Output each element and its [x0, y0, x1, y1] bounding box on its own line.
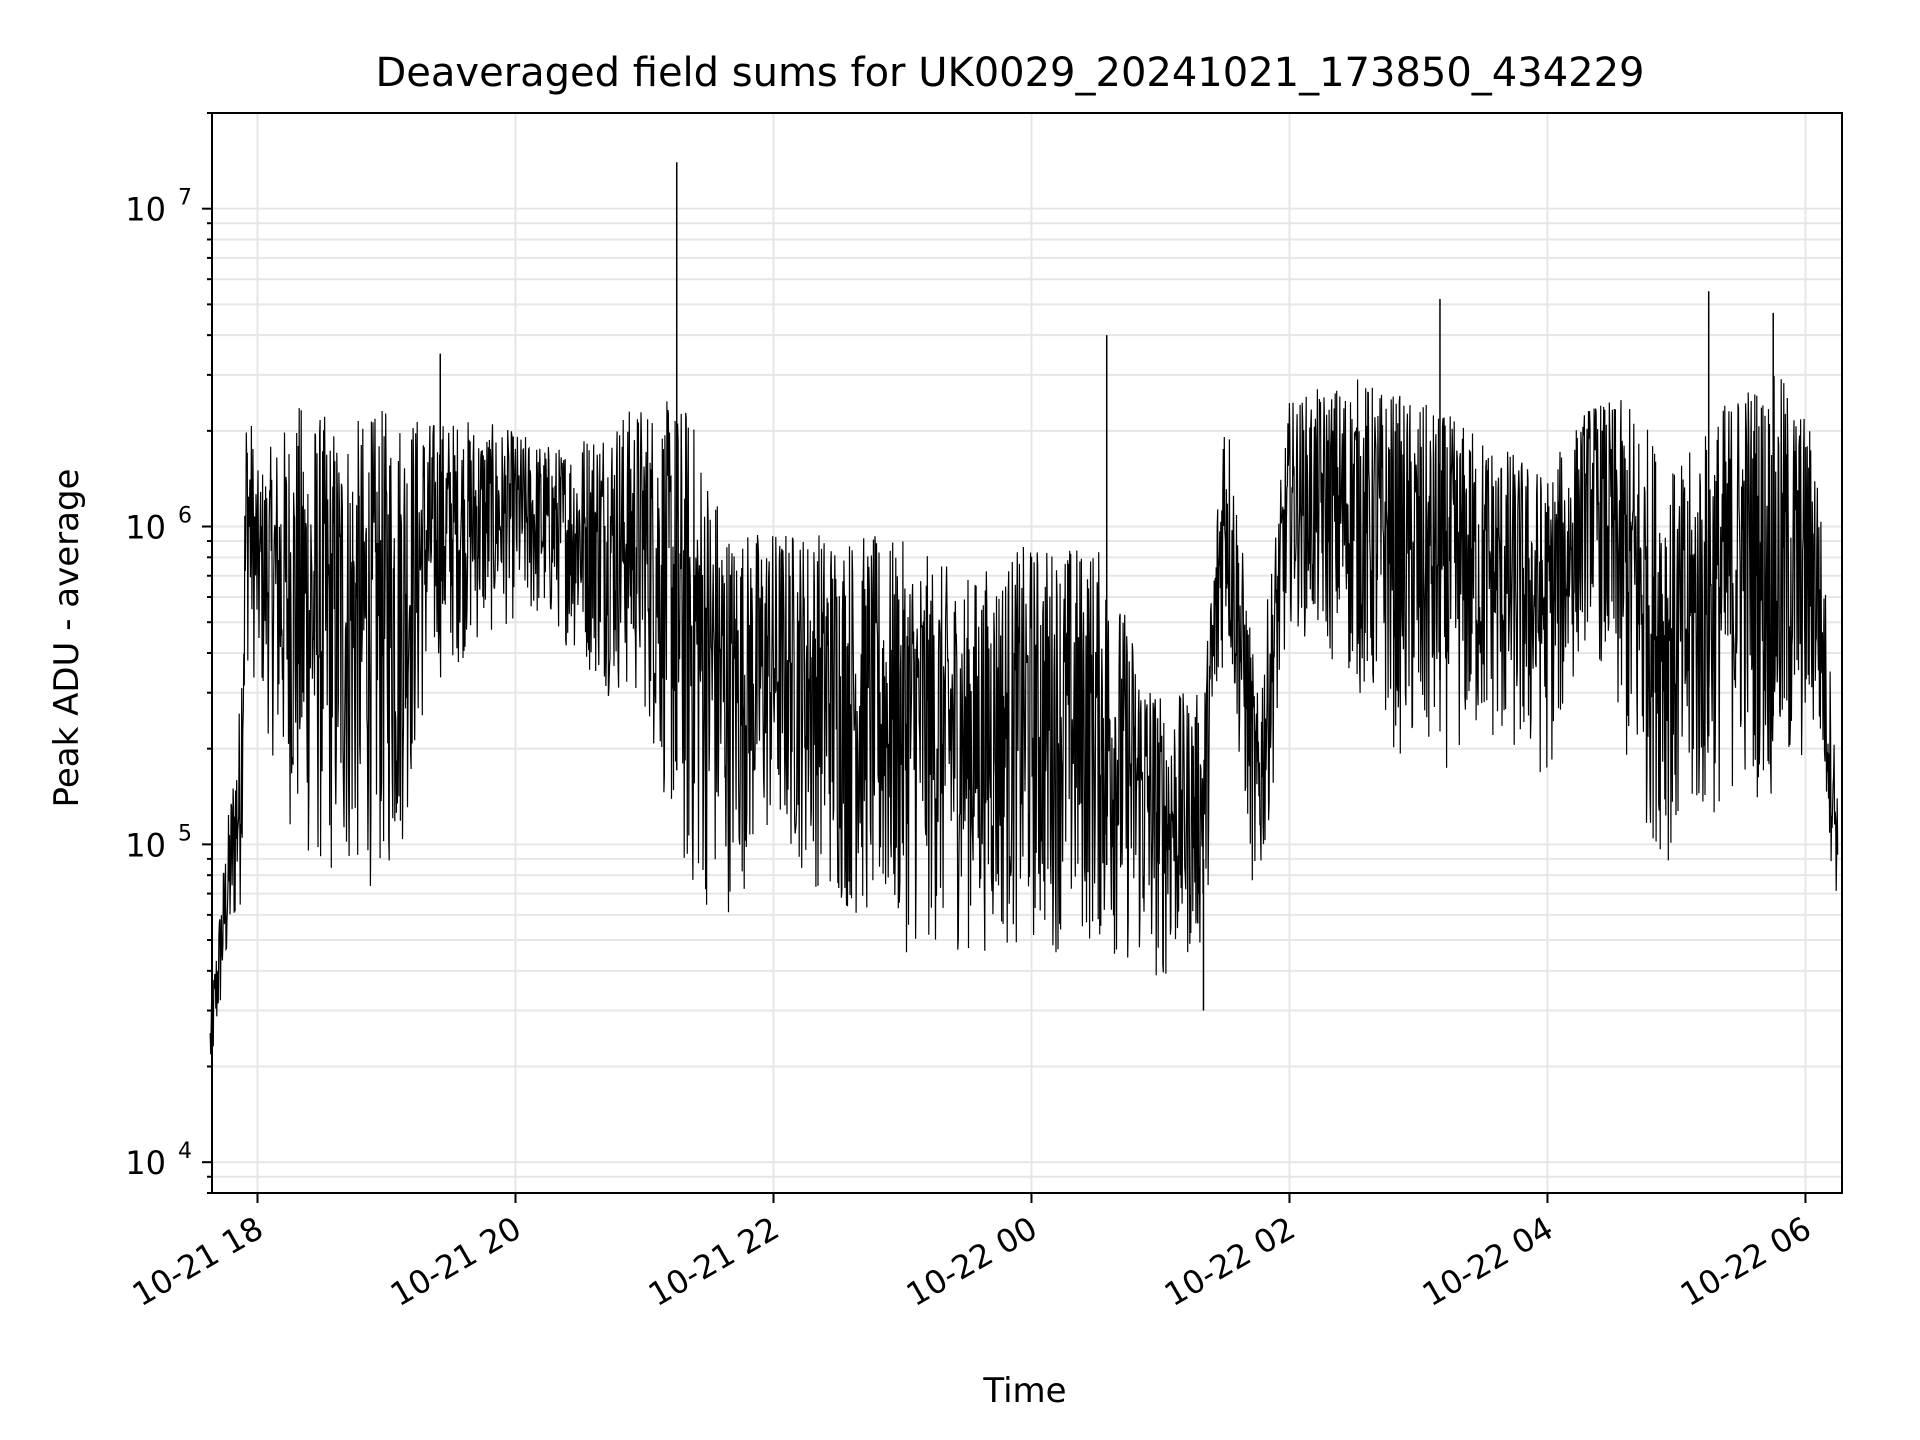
- y-tick-exponent: 4: [178, 1139, 192, 1164]
- y-tick-exponent: 5: [178, 821, 192, 846]
- x-axis-label: Time: [982, 1371, 1066, 1411]
- y-tick-label: 10: [125, 509, 166, 547]
- y-tick-label: 10: [125, 826, 166, 864]
- series-layer: [209, 162, 1839, 1055]
- y-tick-label: 10: [125, 1144, 166, 1182]
- series-line: [209, 376, 1839, 1055]
- chart-title: Deaveraged field sums for UK0029_2024102…: [375, 50, 1644, 96]
- y-tick-exponent: 7: [178, 186, 192, 211]
- y-tick-label: 10: [125, 191, 166, 229]
- y-axis-label: Peak ADU - average: [47, 469, 87, 808]
- y-tick-exponent: 6: [178, 504, 192, 529]
